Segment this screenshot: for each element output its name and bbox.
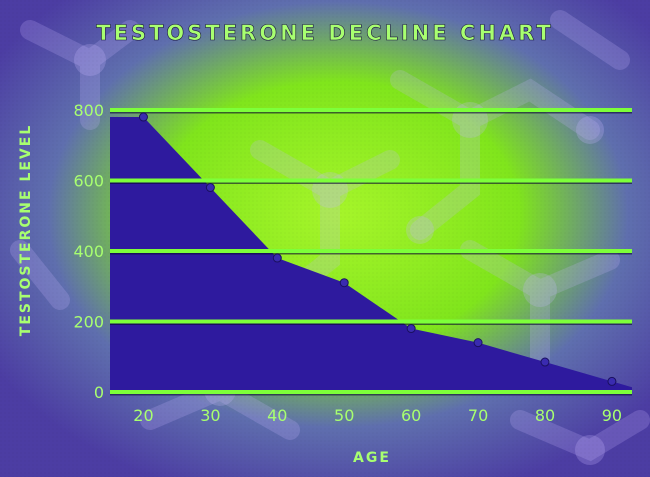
x-tick-label: 90: [602, 406, 622, 425]
data-point: [138, 112, 148, 122]
x-tick-label: 80: [535, 406, 555, 425]
gridlines: [110, 108, 632, 396]
data-point: [205, 183, 215, 193]
y-tick-label: 200: [73, 313, 104, 332]
data-points: [138, 112, 617, 386]
x-tick-label: 40: [267, 406, 287, 425]
data-point: [473, 338, 483, 348]
data-point: [339, 278, 349, 288]
y-tick-label: 600: [73, 172, 104, 191]
x-tick-label: 70: [468, 406, 488, 425]
x-tick-labels: 20 30 40 50 60 70 80 90: [133, 406, 622, 425]
y-axis-title: TESTOSTERONE LEVEL: [18, 124, 34, 336]
y-tick-labels: 0 200 400 600 800: [73, 101, 104, 402]
x-tick-label: 30: [200, 406, 220, 425]
x-tick-label: 50: [334, 406, 354, 425]
chart-title: TESTOSTERONE DECLINE CHART: [96, 21, 553, 45]
data-point: [540, 357, 550, 367]
x-tick-label: 20: [133, 406, 153, 425]
y-tick-label: 400: [73, 242, 104, 261]
y-tick-label: 0: [94, 383, 104, 402]
data-point: [272, 253, 282, 263]
data-point: [406, 324, 416, 334]
x-axis-title: AGE: [353, 450, 391, 466]
y-tick-label: 800: [73, 101, 104, 120]
data-point: [607, 376, 617, 386]
x-tick-label: 60: [401, 406, 421, 425]
